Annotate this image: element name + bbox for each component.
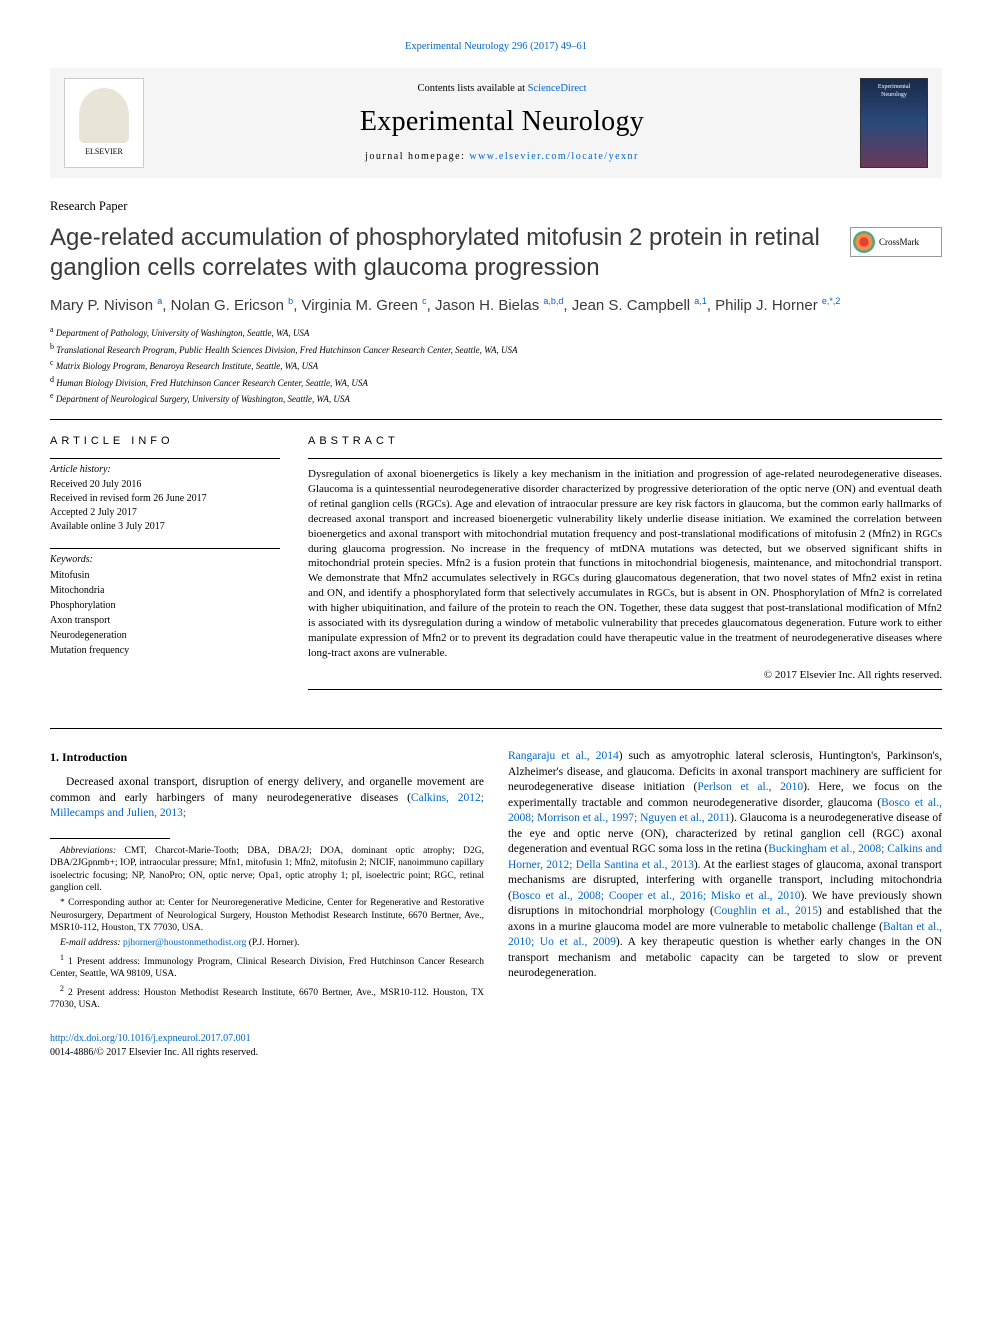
abstract-copyright: © 2017 Elsevier Inc. All rights reserved… [308, 668, 942, 683]
contents-line: Contents lists available at ScienceDirec… [144, 82, 860, 96]
homepage-label: journal homepage: [365, 151, 469, 162]
footnote-separator [50, 838, 170, 839]
article-info-column: ARTICLE INFO Article history: Received 2… [50, 434, 280, 707]
article-history-block: Article history: Received 20 July 2016Re… [50, 458, 280, 534]
footnote-abbrev: Abbreviations: CMT, Charcot-Marie-Tooth;… [50, 845, 484, 894]
keyword-line: Axon transport [50, 613, 280, 628]
abstract-text: Dysregulation of axonal bioenergetics is… [308, 467, 942, 660]
intro-ref-3[interactable]: Perlson et al., 2010 [697, 781, 803, 793]
keywords-label: Keywords: [50, 553, 280, 567]
cover-thumbnail: Experimental Neurology [860, 78, 928, 168]
contents-label: Contents lists available at [417, 83, 527, 94]
intro-heading: 1. Introduction [50, 749, 484, 765]
article-title: Age-related accumulation of phosphorylat… [50, 223, 840, 283]
keyword-line: Neurodegeneration [50, 628, 280, 643]
sciencedirect-link[interactable]: ScienceDirect [528, 83, 587, 94]
elsevier-logo: ELSEVIER [64, 78, 144, 168]
intro-para-1b: Rangaraju et al., 2014) such as amyotrop… [508, 749, 942, 982]
footnote-corresponding: * Corresponding author at: Center for Ne… [50, 897, 484, 934]
abstract-bottom-rule [308, 689, 942, 690]
crossmark-label: CrossMark [879, 236, 919, 248]
footer-block: http://dx.doi.org/10.1016/j.expneurol.20… [50, 1032, 942, 1060]
keyword-line: Mitochondria [50, 583, 280, 598]
abstract-top-rule [308, 458, 942, 459]
history-line: Available online 3 July 2017 [50, 520, 280, 534]
intro-para-1a: Decreased axonal transport, disruption o… [50, 775, 484, 822]
affiliation-line: a Department of Pathology, University of… [50, 324, 942, 341]
homepage-line: journal homepage: www.elsevier.com/locat… [144, 150, 860, 164]
keyword-line: Mitofusin [50, 568, 280, 583]
history-line: Received in revised form 26 June 2017 [50, 492, 280, 506]
body-col-right: Rangaraju et al., 2014) such as amyotrop… [508, 749, 942, 1014]
footnotes: Abbreviations: CMT, Charcot-Marie-Tooth;… [50, 845, 484, 1011]
header-center: Contents lists available at ScienceDirec… [144, 82, 860, 163]
keyword-line: Phosphorylation [50, 598, 280, 613]
affiliation-line: e Department of Neurological Surgery, Un… [50, 390, 942, 407]
email-label: E-mail address: [60, 938, 123, 948]
top-citation-link[interactable]: Experimental Neurology 296 (2017) 49–61 [405, 41, 587, 52]
divider-mid [50, 728, 942, 729]
intro-ref-2[interactable]: Rangaraju et al., 2014 [508, 750, 619, 762]
abbrev-label: Abbreviations: [60, 846, 116, 856]
elsevier-tree-icon [79, 88, 129, 143]
abbrev-text: CMT, Charcot-Marie-Tooth; DBA, DBA/2J; D… [50, 846, 484, 893]
article-type: Research Paper [50, 198, 942, 215]
email-link[interactable]: pjhorner@houstonmethodist.org [123, 938, 246, 948]
history-label: Article history: [50, 463, 280, 477]
article-info-head: ARTICLE INFO [50, 434, 280, 449]
elsevier-text: ELSEVIER [85, 147, 123, 158]
intro-ref-6[interactable]: Bosco et al., 2008; Cooper et al., 2016;… [512, 890, 801, 902]
footnote-present-2: 2 2 Present address: Houston Methodist R… [50, 984, 484, 1012]
footnote-1-text: 1 Present address: Immunology Program, C… [50, 957, 484, 979]
journal-header-band: ELSEVIER Contents lists available at Sci… [50, 68, 942, 178]
affiliations: a Department of Pathology, University of… [50, 324, 942, 407]
footnote-present-1: 1 1 Present address: Immunology Program,… [50, 953, 484, 981]
footnote-email: E-mail address: pjhorner@houstonmethodis… [50, 937, 484, 949]
intro-ref-7[interactable]: Coughlin et al., 2015 [714, 905, 818, 917]
email-suffix: (P.J. Horner). [246, 938, 299, 948]
crossmark-badge[interactable]: CrossMark [850, 227, 942, 257]
affiliation-line: c Matrix Biology Program, Benaroya Resea… [50, 357, 942, 374]
doi-link[interactable]: http://dx.doi.org/10.1016/j.expneurol.20… [50, 1033, 251, 1044]
history-line: Accepted 2 July 2017 [50, 506, 280, 520]
crossmark-icon [853, 231, 875, 253]
affiliation-line: b Translational Research Program, Public… [50, 341, 942, 358]
affiliation-line: d Human Biology Division, Fred Hutchinso… [50, 374, 942, 391]
divider-top [50, 419, 942, 420]
footnote-2-text: 2 Present address: Houston Methodist Res… [50, 988, 484, 1010]
issn-line: 0014-4886/© 2017 Elsevier Inc. All right… [50, 1047, 258, 1058]
authors-list: Mary P. Nivison a, Nolan G. Ericson b, V… [50, 295, 942, 316]
keywords-block: Keywords: MitofusinMitochondriaPhosphory… [50, 548, 280, 658]
abstract-column: ABSTRACT Dysregulation of axonal bioener… [308, 434, 942, 707]
journal-name: Experimental Neurology [144, 103, 860, 141]
top-citation: Experimental Neurology 296 (2017) 49–61 [50, 40, 942, 54]
keyword-line: Mutation frequency [50, 643, 280, 658]
abstract-head: ABSTRACT [308, 434, 942, 449]
homepage-url[interactable]: www.elsevier.com/locate/yexnr [469, 151, 638, 162]
history-line: Received 20 July 2016 [50, 478, 280, 492]
body-col-left: 1. Introduction Decreased axonal transpo… [50, 749, 484, 1014]
